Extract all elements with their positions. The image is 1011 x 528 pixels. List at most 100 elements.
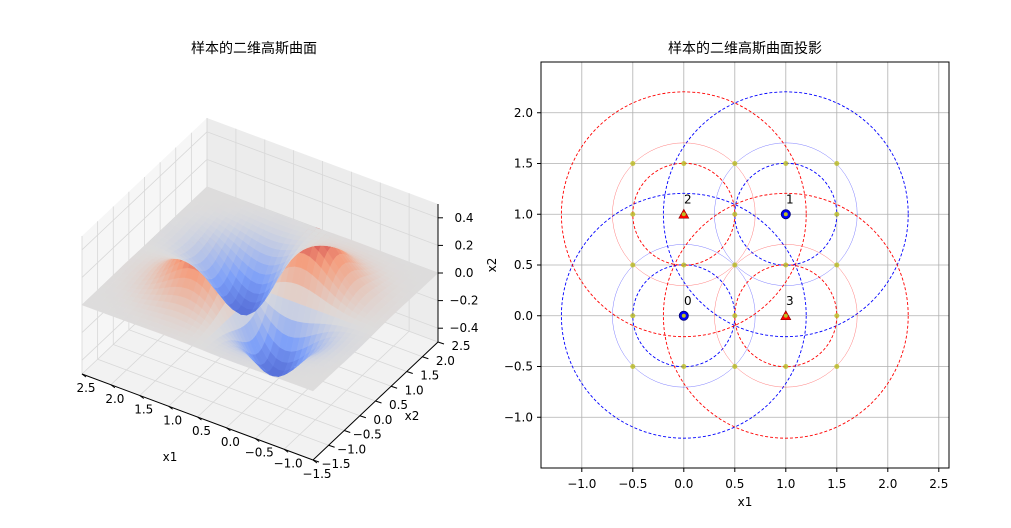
projection-title: 样本的二维高斯曲面投影 [668, 40, 822, 57]
grid-point [834, 211, 840, 217]
grid-point [732, 364, 738, 369]
x-tick-label: 2.5 [76, 381, 95, 395]
grid-point [834, 262, 840, 268]
grid-point [630, 313, 636, 319]
x-tick [81, 373, 87, 378]
grid-point [630, 364, 636, 369]
x-tick [168, 405, 173, 410]
surface-facet [428, 270, 439, 277]
x-tick-label: −0.5 [618, 477, 647, 491]
x-tick-label: 1.0 [163, 413, 182, 427]
y-tick-label: 2.0 [514, 106, 533, 120]
x-tick [283, 448, 289, 453]
sample-label: 3 [786, 294, 794, 308]
y-tick [437, 341, 445, 345]
contour-circle [612, 244, 756, 388]
contour-circle [560, 192, 807, 439]
y-tick [359, 415, 367, 419]
y-tick-label: 0.0 [514, 309, 533, 323]
surface-x-axis-label: x1 [163, 450, 178, 464]
z-tick-label: 0.4 [454, 211, 473, 225]
contour-circle [714, 244, 858, 388]
contour-circle [612, 142, 756, 286]
grid-point [681, 161, 687, 166]
y-tick-label: −1.5 [321, 457, 350, 471]
sample-label: 2 [684, 192, 692, 206]
x-tick-label: 0.0 [674, 477, 693, 491]
grid-point [783, 262, 789, 268]
grid-point [681, 262, 687, 268]
x-tick-label: −1.5 [302, 467, 331, 481]
projection-x-axis-label: x1 [738, 495, 753, 509]
y-tick-label: −0.5 [353, 428, 382, 442]
z-gridline [81, 131, 439, 251]
contour-circle [560, 91, 807, 338]
x-tick-label: 0.5 [725, 477, 744, 491]
sample-center-dot [681, 313, 686, 318]
grid-point [834, 364, 840, 369]
y-tick [406, 371, 413, 374]
y-tick-label: 1.0 [405, 383, 424, 397]
y-tick-label: 0.0 [373, 413, 392, 427]
grid-point [630, 262, 636, 268]
contour-circle [662, 192, 909, 439]
projection-y-axis-label: x2 [485, 258, 499, 273]
y-tick-label: 0.5 [389, 398, 408, 412]
x-tick-label: 0.5 [192, 424, 211, 438]
y-tick-label: −0.5 [504, 360, 533, 374]
contour-circle [662, 91, 909, 338]
y-tick [344, 430, 351, 433]
sample-center-dot [783, 313, 788, 318]
x-tick-label: −0.5 [245, 446, 274, 460]
grid-point [732, 313, 738, 319]
grid-point [783, 161, 789, 166]
projection-ticks: −1.0 −0.5 0.0 0.5 1.0 1.5 2.0 2.5 −1.0 −0.5 0.0 0.5… [504, 106, 948, 491]
grid-point [732, 161, 738, 166]
sample-label: 0 [684, 294, 692, 308]
y-tick-label: −1.0 [504, 410, 533, 424]
sample-center-dot [681, 212, 686, 217]
gaussian-surface [81, 186, 439, 392]
grid-point [834, 313, 840, 319]
x-tick-label: 0.0 [221, 435, 240, 449]
grid-point [783, 364, 789, 369]
y-tick [312, 459, 320, 463]
x-tick-label: 1.5 [827, 477, 846, 491]
grid-point [834, 161, 840, 166]
y-tick-label: 1.5 [420, 369, 439, 383]
x-tick-label: 2.5 [929, 477, 948, 491]
grid-point [732, 262, 738, 268]
y-tick [375, 400, 382, 404]
z-tick-label: −0.2 [449, 294, 478, 308]
surface-title: 样本的二维高斯曲面 [191, 40, 317, 57]
y-tick [328, 444, 335, 448]
contour-circle [714, 142, 858, 286]
surface-y-axis-label: x2 [405, 409, 420, 423]
x-tick-label: 1.0 [776, 477, 795, 491]
grid-point [732, 211, 738, 217]
x-tick [254, 438, 260, 442]
z-tick-label: 0.2 [454, 238, 473, 252]
y-tick-label: 1.5 [514, 157, 533, 171]
3d-axes: −1.5−1.0−0.50.00.51.01.52.02.5−1.5−1.0−0… [76, 204, 479, 481]
y-tick-label: −1.0 [337, 442, 366, 456]
x-tick-label: 2.0 [105, 392, 124, 406]
sample-center-dot [783, 212, 788, 217]
x-tick-label: 2.0 [878, 477, 897, 491]
y-tick-label: 2.0 [436, 354, 455, 368]
z-tick-label: 0.0 [454, 266, 473, 280]
projection-panel: 样本的二维高斯曲面投影 0 1 2 3 −1.0 −0.5 0.0 0.5 1.0 1.5 2.0… [485, 40, 950, 509]
x-tick [226, 427, 231, 432]
x-tick [139, 395, 145, 399]
y-tick [422, 356, 429, 360]
grid-point [681, 364, 687, 369]
x-tick-label: −1.0 [274, 456, 303, 470]
x-tick [110, 384, 116, 389]
z-tick-label: −0.4 [449, 321, 478, 335]
projection-samples: 0 1 2 3 [678, 192, 794, 321]
y-tick [390, 385, 398, 389]
y-tick-label: 1.0 [514, 207, 533, 221]
grid-point [630, 161, 636, 166]
grid-point [630, 211, 636, 217]
